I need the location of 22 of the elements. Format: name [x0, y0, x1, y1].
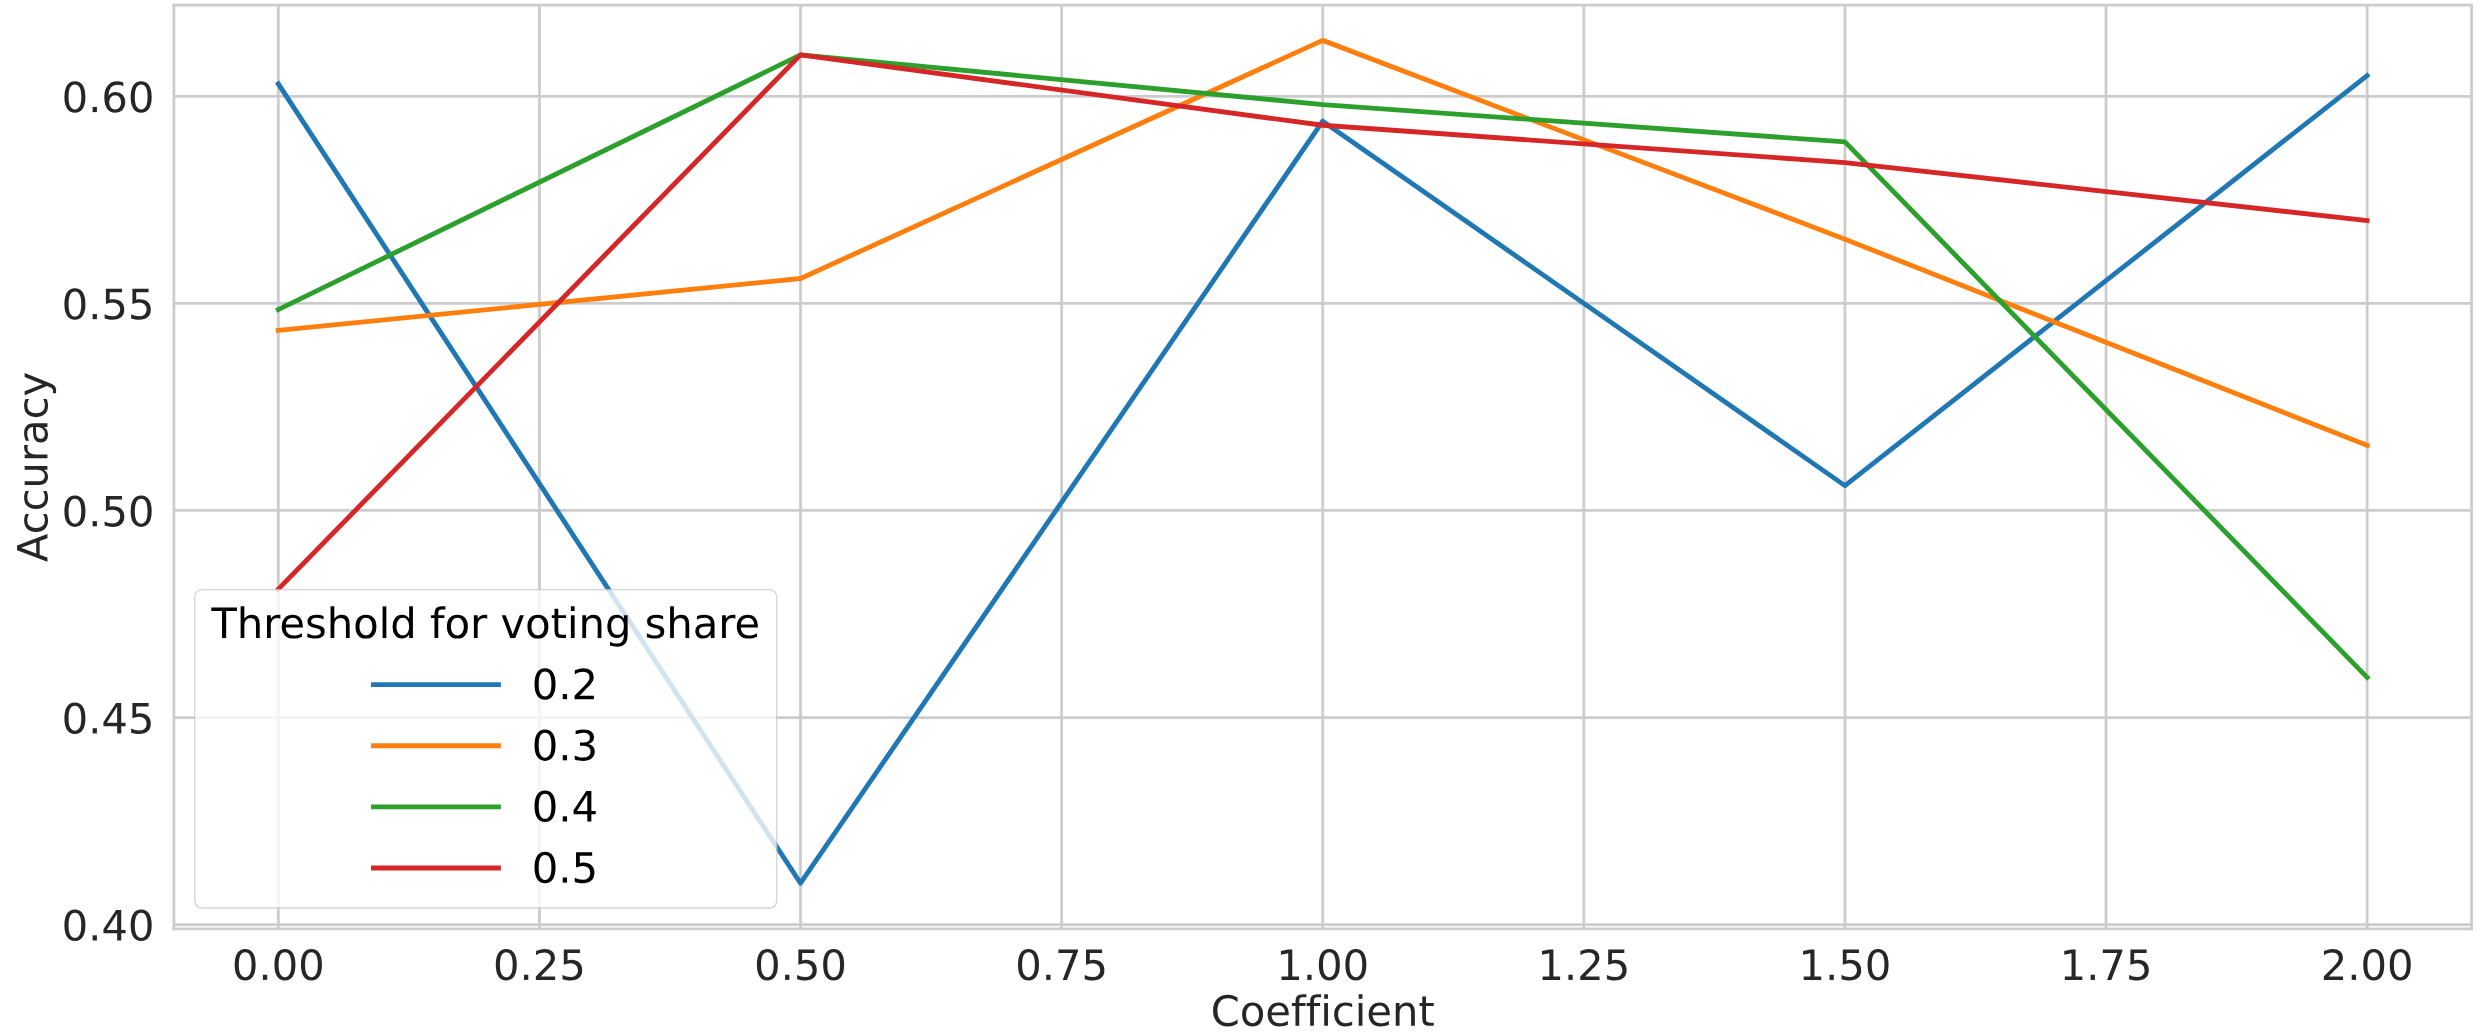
- line-series: [275, 37, 2370, 448]
- x-tick-label: 1.75: [2064, 949, 2149, 981]
- y-tick-label: 0.60: [64, 81, 152, 113]
- legend-title: Threshold for voting share: [211, 606, 758, 647]
- y-tick-label: 0.45: [64, 702, 151, 734]
- x-axis-title: Coefficient: [1213, 994, 1434, 1027]
- x-tick-label: 0.50: [756, 948, 845, 981]
- y-axis-title: Accuracy: [17, 373, 57, 562]
- legend-label: 0.2: [534, 668, 594, 700]
- x-tick-label: 2.00: [2323, 948, 2411, 981]
- y-tick-label: 0.50: [64, 495, 152, 527]
- legend-label: 0.3: [534, 729, 595, 761]
- x-tick-label: 0.00: [234, 948, 322, 981]
- y-tick-label: 0.40: [64, 909, 152, 942]
- legend-label: 0.4: [534, 790, 596, 823]
- x-tick-label: 1.50: [1803, 948, 1889, 981]
- x-tick-label: 1.00: [1280, 948, 1367, 981]
- x-tick-label: 0.25: [495, 948, 583, 981]
- x-tick-label: 0.75: [1017, 948, 1105, 981]
- legend-label: 0.5: [534, 851, 595, 884]
- y-tick-label: 0.55: [64, 288, 151, 320]
- x-tick-label: 1.25: [1542, 948, 1627, 981]
